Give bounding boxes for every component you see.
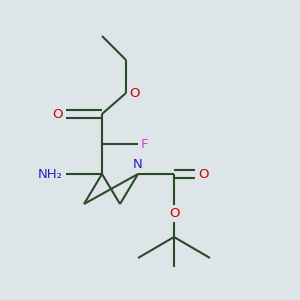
Text: O: O [169, 207, 179, 220]
Text: O: O [129, 86, 140, 100]
Text: O: O [198, 167, 208, 181]
Text: O: O [52, 107, 63, 121]
Text: NH₂: NH₂ [38, 167, 63, 181]
Text: F: F [141, 137, 148, 151]
Text: N: N [133, 158, 143, 171]
